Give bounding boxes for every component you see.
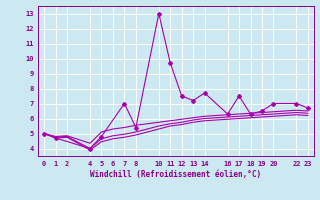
X-axis label: Windchill (Refroidissement éolien,°C): Windchill (Refroidissement éolien,°C) [91,170,261,179]
